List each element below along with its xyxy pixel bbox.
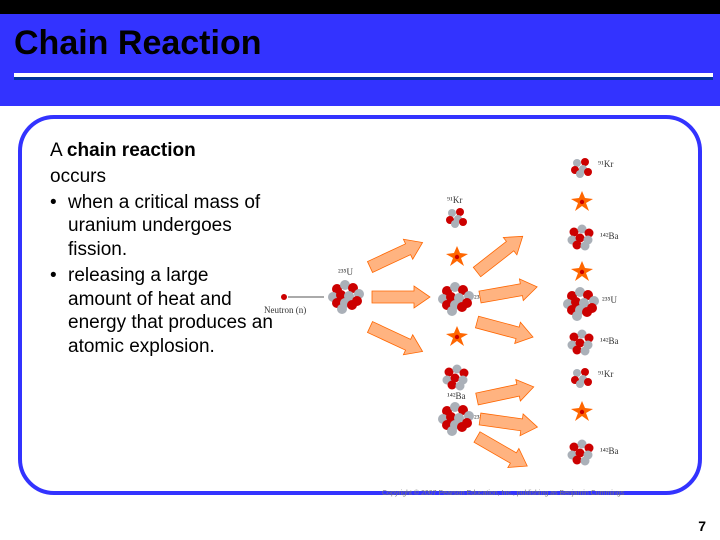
bullet-list: when a critical mass of uranium undergoe…	[50, 191, 276, 359]
fission-arrow-icon	[474, 311, 536, 347]
figure-column: Neutron (n) ²³⁵U ⁹¹Kr ²³⁵U ¹⁴²Ba ²³⁵U	[282, 119, 698, 491]
initial-neutron-icon	[281, 294, 287, 300]
u235-nucleus-icon	[438, 402, 474, 436]
title-underline-shadow	[14, 77, 713, 80]
ba-fragment-icon	[443, 365, 469, 391]
kr-fragment-icon	[571, 158, 592, 178]
u235-label: ²³⁵U	[338, 267, 354, 277]
neutron-burst-icon	[571, 261, 593, 281]
u235-label: ²³⁵U	[602, 295, 618, 305]
title-band: Chain Reaction	[0, 14, 720, 106]
lead-plain: A	[50, 140, 67, 161]
ba-fragment-icon	[568, 330, 594, 356]
neutron-burst-icon	[446, 246, 468, 266]
chain-reaction-diagram: Neutron (n) ²³⁵U ⁹¹Kr ²³⁵U ¹⁴²Ba ²³⁵U	[262, 107, 692, 507]
ba-label: ¹⁴²Ba	[600, 446, 619, 456]
lead-line: A chain reaction	[50, 139, 276, 163]
list-item: releasing a large amount of heat and ene…	[50, 264, 276, 359]
ba-label: ¹⁴²Ba	[600, 231, 619, 241]
content-frame: A chain reaction occurs when a critical …	[18, 115, 702, 495]
kr-label: ⁹¹Kr	[447, 195, 462, 205]
slide: Chain Reaction A chain reaction occurs w…	[0, 0, 720, 540]
lead-bold: chain reaction	[67, 140, 196, 161]
ba-fragment-icon	[568, 225, 594, 251]
fission-arrow-icon	[478, 276, 539, 308]
kr-label: ⁹¹Kr	[598, 369, 613, 379]
neutron-burst-icon	[571, 401, 593, 421]
page-number: 7	[698, 518, 706, 534]
fission-arrow-icon	[470, 228, 529, 281]
ba-label: ¹⁴²Ba	[447, 391, 466, 401]
neutron-burst-icon	[446, 326, 468, 346]
top-black-bar	[0, 0, 720, 14]
fission-arrow-icon	[475, 376, 536, 410]
fission-arrow-icon	[372, 286, 430, 308]
kr-fragment-icon	[446, 208, 467, 228]
lead-after: occurs	[50, 165, 276, 189]
fission-arrow-icon	[472, 427, 533, 475]
u235-nucleus-icon	[328, 280, 364, 314]
neutron-label: Neutron (n)	[264, 305, 306, 315]
u235-nucleus-icon	[438, 282, 474, 316]
ba-fragment-icon	[568, 440, 594, 466]
copyright-text: Copyright © 2007 Pearson Education, Inc.…	[382, 489, 625, 497]
slide-title: Chain Reaction	[14, 24, 720, 63]
fission-arrow-icon	[365, 317, 427, 361]
text-column: A chain reaction occurs when a critical …	[22, 119, 282, 491]
ba-label: ¹⁴²Ba	[600, 336, 619, 346]
list-item: when a critical mass of uranium undergoe…	[50, 191, 276, 262]
u235-nucleus-icon	[563, 287, 599, 321]
kr-label: ⁹¹Kr	[598, 159, 613, 169]
fission-arrow-icon	[365, 233, 427, 277]
neutron-burst-icon	[571, 191, 593, 211]
kr-fragment-icon	[571, 368, 592, 388]
